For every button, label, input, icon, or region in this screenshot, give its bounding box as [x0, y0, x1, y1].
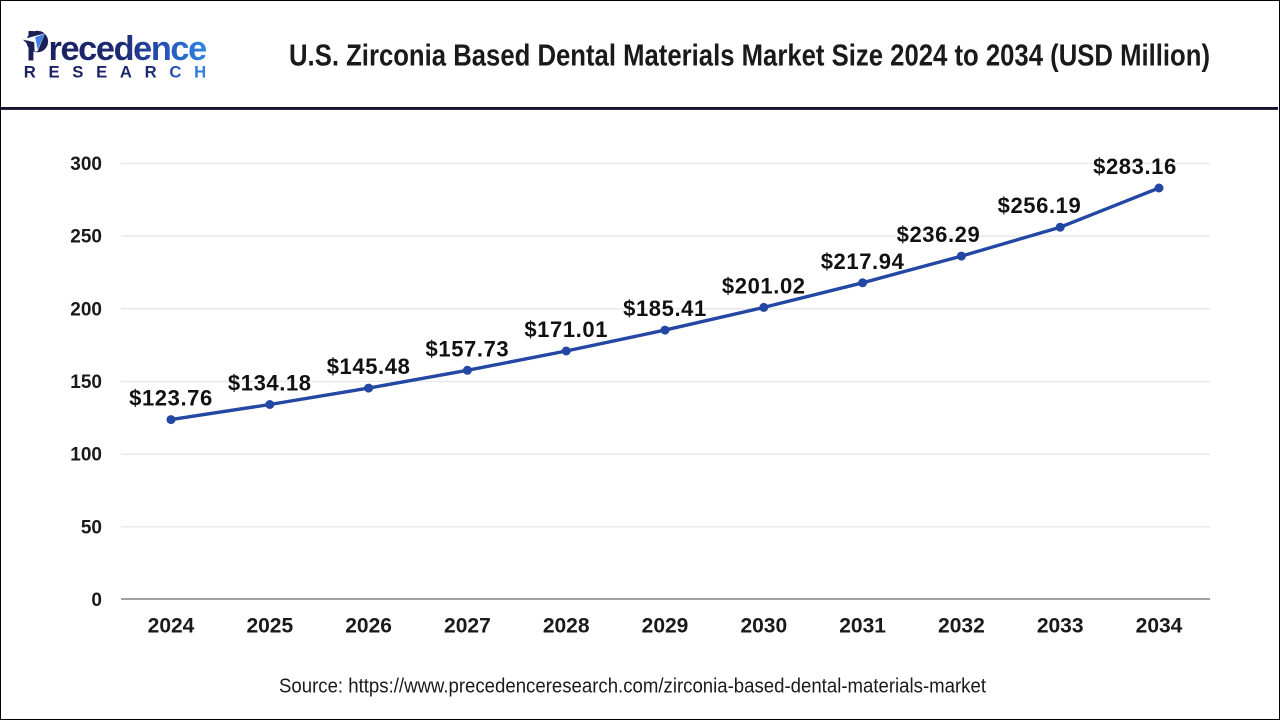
svg-text:$201.02: $201.02 — [722, 273, 806, 298]
svg-text:100: 100 — [70, 445, 102, 466]
svg-text:$171.01: $171.01 — [524, 317, 608, 342]
svg-text:2034: 2034 — [1136, 615, 1183, 638]
svg-text:$185.41: $185.41 — [623, 296, 707, 321]
svg-text:2025: 2025 — [246, 615, 293, 638]
svg-text:$145.48: $145.48 — [327, 354, 411, 379]
svg-text:300: 300 — [70, 154, 102, 175]
svg-text:$236.29: $236.29 — [897, 222, 981, 247]
svg-text:2031: 2031 — [839, 615, 886, 638]
svg-text:2032: 2032 — [938, 615, 985, 638]
svg-text:U.S. Zirconia Based Dental Mat: U.S. Zirconia Based Dental Materials Mar… — [289, 37, 1210, 72]
svg-text:2024: 2024 — [148, 615, 195, 638]
svg-text:Source: https://www.precedence: Source: https://www.precedenceresearch.c… — [279, 675, 986, 698]
svg-text:200: 200 — [70, 299, 102, 320]
svg-text:$283.16: $283.16 — [1093, 154, 1177, 179]
svg-text:250: 250 — [70, 227, 102, 248]
svg-text:2027: 2027 — [444, 615, 491, 638]
svg-text:$256.19: $256.19 — [998, 193, 1082, 218]
svg-text:recedence: recedence — [49, 30, 208, 68]
svg-text:0: 0 — [91, 590, 102, 611]
svg-text:50: 50 — [81, 517, 102, 538]
svg-text:2030: 2030 — [740, 615, 787, 638]
svg-text:$123.76: $123.76 — [129, 386, 213, 411]
svg-text:150: 150 — [70, 372, 102, 393]
svg-text:2028: 2028 — [543, 615, 590, 638]
svg-text:$134.18: $134.18 — [228, 371, 312, 396]
svg-text:$217.94: $217.94 — [821, 249, 905, 274]
svg-text:2026: 2026 — [345, 615, 392, 638]
svg-text:2029: 2029 — [642, 615, 689, 638]
svg-text:2033: 2033 — [1037, 615, 1084, 638]
svg-text:$157.73: $157.73 — [426, 336, 510, 361]
